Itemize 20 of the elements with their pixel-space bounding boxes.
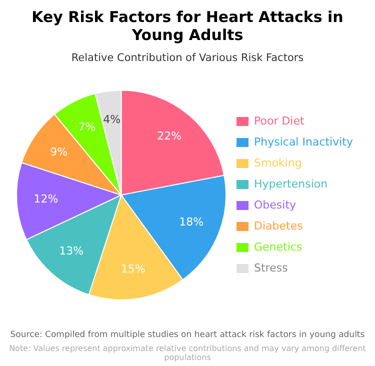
legend-label: Genetics <box>254 240 302 254</box>
data-label: 13% <box>59 244 84 258</box>
text: Note: Values represent approximate relative contributions and may vary among different populations <box>8 344 367 362</box>
legend-label: Diabetes <box>254 219 304 232</box>
legend-label: Stress <box>254 261 288 274</box>
chart-subtitle: Relative Contribution of Various Risk Factors <box>70 52 305 64</box>
data-label: 18% <box>179 216 204 229</box>
legend-label: Physical Inactivity <box>254 135 354 148</box>
data-label: 12% <box>34 192 58 206</box>
legend-label: Obesity <box>254 198 297 212</box>
legend-label: Hypertension <box>254 177 328 190</box>
source-note: Source: Compiled from multiple studies on heart attack risk factors in young adults <box>9 330 366 340</box>
data-label: 7% <box>78 120 96 134</box>
legend-label: Smoking <box>254 156 302 170</box>
data-label: 4% <box>103 113 121 126</box>
data-label: 22% <box>157 130 182 143</box>
legend-label: Poor Diet <box>254 114 306 128</box>
chart-title: Key Risk Factors for Heart Attacks in Young Adults <box>30 8 344 44</box>
data-label: 15% <box>120 262 146 276</box>
data-label: 9% <box>50 145 68 158</box>
